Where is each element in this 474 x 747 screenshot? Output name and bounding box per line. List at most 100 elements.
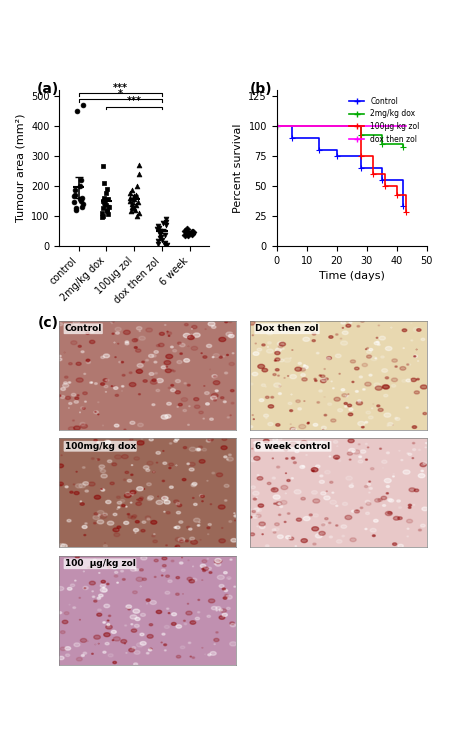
Text: Dox then zol: Dox then zol bbox=[255, 324, 319, 333]
Circle shape bbox=[145, 516, 151, 519]
Circle shape bbox=[166, 608, 169, 610]
Circle shape bbox=[134, 338, 137, 341]
Circle shape bbox=[94, 600, 97, 602]
Circle shape bbox=[227, 459, 228, 460]
Circle shape bbox=[270, 448, 272, 450]
Point bbox=[127, 192, 134, 204]
Circle shape bbox=[203, 418, 204, 419]
Point bbox=[72, 202, 80, 214]
Point bbox=[135, 159, 143, 171]
Circle shape bbox=[325, 448, 327, 449]
Point bbox=[70, 196, 78, 208]
Circle shape bbox=[104, 633, 110, 636]
Point bbox=[155, 222, 163, 234]
Text: (c): (c) bbox=[38, 315, 59, 329]
Circle shape bbox=[262, 534, 263, 535]
Circle shape bbox=[402, 329, 407, 332]
Circle shape bbox=[83, 652, 87, 654]
Circle shape bbox=[98, 515, 100, 516]
Circle shape bbox=[104, 604, 109, 608]
Circle shape bbox=[107, 620, 109, 621]
Circle shape bbox=[409, 488, 415, 492]
Circle shape bbox=[103, 651, 106, 653]
Circle shape bbox=[347, 404, 352, 407]
Circle shape bbox=[190, 537, 194, 540]
Circle shape bbox=[202, 560, 207, 562]
Circle shape bbox=[271, 488, 278, 492]
Circle shape bbox=[401, 459, 403, 461]
Circle shape bbox=[342, 331, 348, 335]
Circle shape bbox=[253, 352, 259, 356]
Circle shape bbox=[367, 483, 371, 486]
Circle shape bbox=[85, 490, 89, 492]
Circle shape bbox=[227, 354, 228, 356]
Circle shape bbox=[340, 338, 342, 339]
Point bbox=[182, 229, 189, 241]
Circle shape bbox=[257, 474, 259, 476]
Circle shape bbox=[385, 376, 389, 379]
Circle shape bbox=[281, 486, 288, 489]
Circle shape bbox=[219, 338, 226, 341]
Circle shape bbox=[225, 321, 228, 323]
Circle shape bbox=[81, 351, 84, 353]
Circle shape bbox=[80, 503, 84, 505]
Circle shape bbox=[104, 385, 108, 388]
Circle shape bbox=[279, 514, 281, 515]
Circle shape bbox=[336, 505, 338, 506]
Circle shape bbox=[290, 442, 297, 447]
Circle shape bbox=[359, 456, 362, 458]
Circle shape bbox=[115, 327, 121, 331]
Circle shape bbox=[191, 326, 197, 329]
Circle shape bbox=[177, 342, 181, 344]
Circle shape bbox=[169, 443, 172, 444]
Circle shape bbox=[100, 469, 106, 473]
Circle shape bbox=[100, 584, 106, 587]
Circle shape bbox=[406, 379, 410, 382]
Circle shape bbox=[334, 455, 339, 459]
Circle shape bbox=[107, 583, 109, 585]
Circle shape bbox=[312, 527, 319, 531]
Circle shape bbox=[311, 442, 314, 444]
Circle shape bbox=[398, 545, 403, 548]
Circle shape bbox=[207, 616, 210, 618]
Circle shape bbox=[327, 357, 330, 359]
Circle shape bbox=[303, 365, 308, 369]
Circle shape bbox=[423, 412, 427, 415]
Circle shape bbox=[134, 457, 139, 460]
Circle shape bbox=[357, 326, 360, 327]
Circle shape bbox=[166, 366, 167, 368]
Point bbox=[162, 216, 170, 228]
Circle shape bbox=[254, 508, 259, 512]
Circle shape bbox=[383, 394, 388, 397]
Circle shape bbox=[107, 565, 112, 568]
Circle shape bbox=[93, 522, 96, 524]
Circle shape bbox=[74, 580, 76, 581]
Circle shape bbox=[207, 527, 210, 529]
Circle shape bbox=[219, 356, 222, 359]
Point bbox=[79, 192, 86, 204]
Circle shape bbox=[83, 482, 89, 486]
Circle shape bbox=[187, 384, 190, 386]
Circle shape bbox=[159, 332, 164, 335]
Circle shape bbox=[180, 353, 182, 354]
Circle shape bbox=[156, 462, 158, 463]
Circle shape bbox=[86, 360, 89, 362]
Circle shape bbox=[64, 376, 68, 378]
Circle shape bbox=[217, 473, 223, 477]
Circle shape bbox=[274, 360, 276, 362]
Circle shape bbox=[359, 376, 363, 378]
Circle shape bbox=[191, 540, 198, 545]
Circle shape bbox=[202, 568, 204, 570]
Circle shape bbox=[125, 342, 129, 345]
Circle shape bbox=[407, 364, 409, 365]
Circle shape bbox=[348, 439, 354, 443]
Circle shape bbox=[164, 500, 170, 504]
Circle shape bbox=[303, 365, 306, 366]
Circle shape bbox=[94, 635, 100, 639]
Circle shape bbox=[267, 483, 271, 485]
Circle shape bbox=[91, 458, 94, 459]
Circle shape bbox=[259, 522, 265, 526]
Circle shape bbox=[137, 326, 142, 330]
Circle shape bbox=[74, 643, 80, 647]
Circle shape bbox=[134, 651, 140, 654]
